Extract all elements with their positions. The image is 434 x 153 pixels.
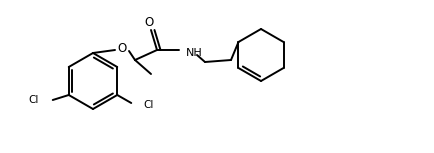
Text: O: O	[117, 43, 127, 56]
Text: NH: NH	[186, 48, 203, 58]
Text: O: O	[145, 15, 154, 28]
Text: Cl: Cl	[28, 95, 39, 105]
Text: Cl: Cl	[143, 100, 154, 110]
